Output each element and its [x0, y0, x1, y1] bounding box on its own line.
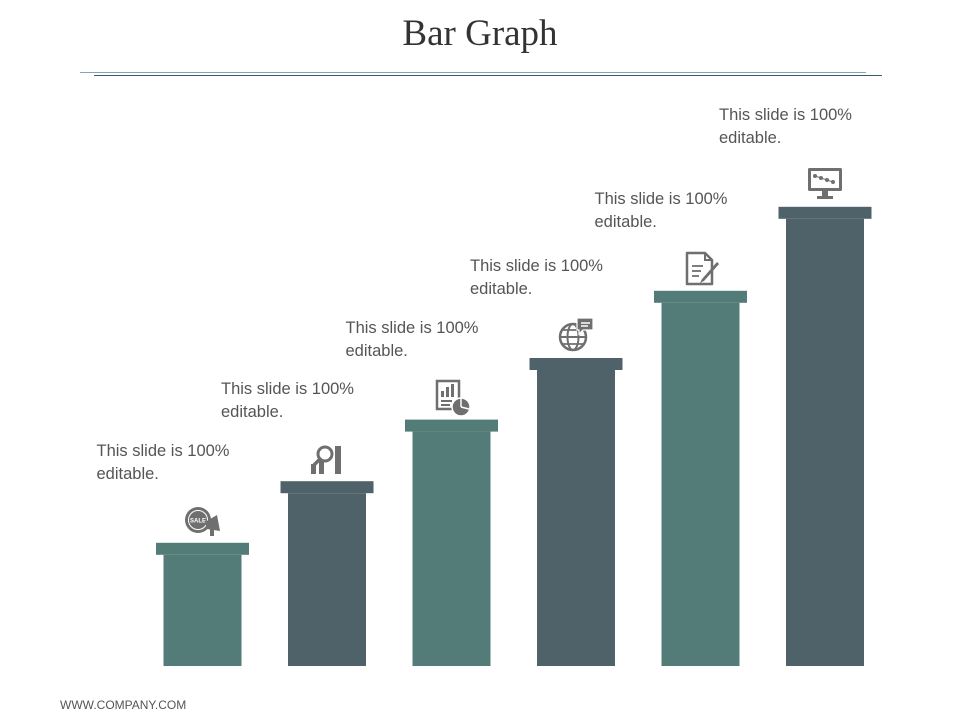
bar-body-5 [661, 302, 740, 666]
globe-chat-icon [558, 317, 594, 352]
bar-cap-3 [405, 419, 498, 432]
sale-megaphone-icon: SALE [184, 506, 220, 536]
annotation-line-2: editable. [719, 128, 782, 147]
bar-body-2 [288, 493, 366, 666]
annotation-line-1: This slide is 100% [345, 318, 479, 337]
bar-4 [529, 358, 623, 666]
title-divider-line [80, 72, 866, 73]
bar-annotation-3: This slide is 100% editable. [346, 317, 479, 363]
bar-annotation-2: This slide is 100% editable. [221, 378, 354, 424]
bar-cap-6 [778, 206, 872, 219]
monitor-dollar-icon [808, 167, 842, 199]
bar-cap-2 [280, 481, 374, 494]
slide-title: Bar Graph [402, 13, 558, 54]
company-url: WWW.COMPANY.COM [60, 698, 187, 712]
annotation-line-2: editable. [345, 341, 408, 360]
bar-body-6 [786, 218, 864, 667]
bar-cap-5 [654, 290, 747, 303]
bar-annotation-5: This slide is 100% editable. [595, 188, 728, 234]
report-pie-chart-icon [435, 379, 471, 417]
annotation-line-2: editable. [594, 212, 657, 231]
title-divider-line-dark [94, 75, 882, 76]
bar-1 [156, 542, 249, 666]
annotation-line-1: This slide is 100% [719, 105, 852, 124]
svg-text:SALE: SALE [189, 518, 205, 524]
annotation-line-1: This slide is 100% [470, 257, 603, 275]
magnifier-growth-chart-icon [311, 445, 341, 475]
bar-body-1 [163, 554, 242, 666]
bar-cap-1 [156, 542, 249, 555]
bar-2 [280, 481, 374, 666]
bar-3 [405, 419, 498, 666]
annotation-line-2: editable. [470, 280, 533, 298]
bar-body-4 [537, 370, 615, 666]
annotation-line-2: editable. [221, 403, 284, 422]
bar-annotation-4: This slide is 100% editable. [470, 255, 603, 301]
bar-cap-4 [529, 358, 623, 370]
annotation-line-1: This slide is 100% [96, 441, 230, 460]
bar-annotation-6: This slide is 100% editable. [719, 104, 852, 150]
bar-body-3 [412, 431, 491, 666]
document-pen-icon [685, 251, 719, 286]
annotation-line-1: This slide is 100% [594, 189, 728, 208]
bar-6 [778, 206, 872, 667]
annotation-line-1: This slide is 100% [221, 380, 354, 399]
bar-annotation-1: This slide is 100% editable. [97, 440, 230, 486]
bar-5 [654, 290, 747, 666]
annotation-line-2: editable. [96, 464, 159, 483]
